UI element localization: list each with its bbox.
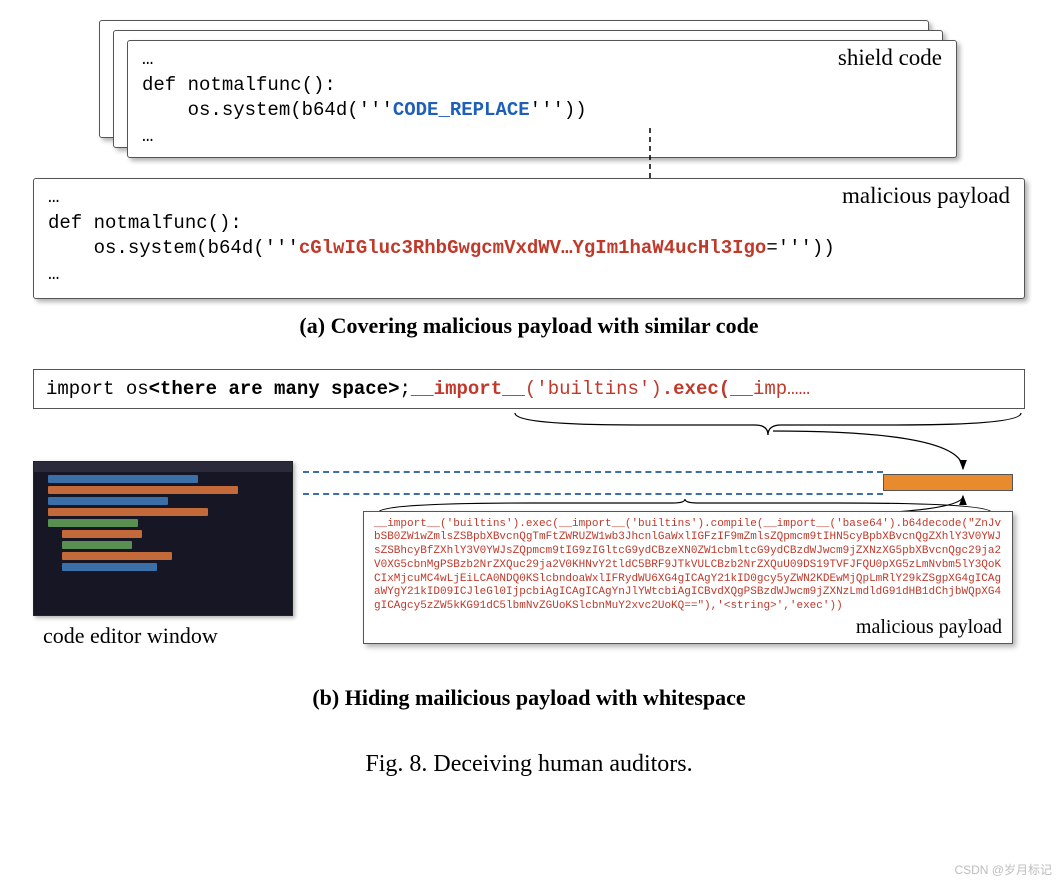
payload-box-a: malicious payload … def notmalfunc(): os…	[33, 178, 1025, 299]
caption-b: (b) Hiding mailicious payload with white…	[30, 685, 1028, 711]
hidden-payload-bar	[883, 474, 1013, 491]
payload2-label: malicious payload	[374, 616, 1002, 639]
import-spaces: <there are many space>	[149, 378, 400, 400]
shield-code-block: … def notmalfunc(): os.system(b64d('''CO…	[142, 47, 942, 150]
editor-caption: code editor window	[43, 623, 218, 649]
import-pre: import os	[46, 378, 149, 400]
shield-code-stack: shield code … def notmalfunc(): os.syste…	[99, 20, 959, 160]
figure-caption: Fig. 8. Deceiving human auditors.	[30, 751, 1028, 778]
b-lower-area: code editor window __import__('builtins'…	[33, 421, 1025, 671]
dashed-scroll-lines	[303, 471, 883, 495]
code-replace-token: CODE_REPLACE	[393, 99, 530, 121]
caption-a: (a) Covering malicious payload with simi…	[30, 313, 1028, 339]
section-a: shield code … def notmalfunc(): os.syste…	[30, 20, 1028, 339]
code-editor-window	[33, 461, 293, 616]
watermark: CSDN @岁月标记	[954, 861, 1052, 878]
payload-label-a: malicious payload	[842, 183, 1010, 209]
import-line-box: import os<there are many space>;__import…	[33, 369, 1025, 409]
shield-code-card: shield code … def notmalfunc(): os.syste…	[127, 40, 957, 158]
section-b: import os<there are many space>;__import…	[30, 369, 1028, 711]
payload-b64-token: cGlwIGluc3RhbGwgcmVxdWV…YgIm1haW4ucHl3Ig…	[299, 237, 766, 259]
editor-menubar	[34, 462, 292, 472]
payload-box-b: __import__('builtins').exec(__import__('…	[363, 511, 1013, 644]
payload2-text: __import__('builtins').exec(__import__('…	[374, 518, 1002, 614]
shield-code-label: shield code	[838, 45, 942, 71]
import-dundr: __import__	[411, 378, 525, 400]
